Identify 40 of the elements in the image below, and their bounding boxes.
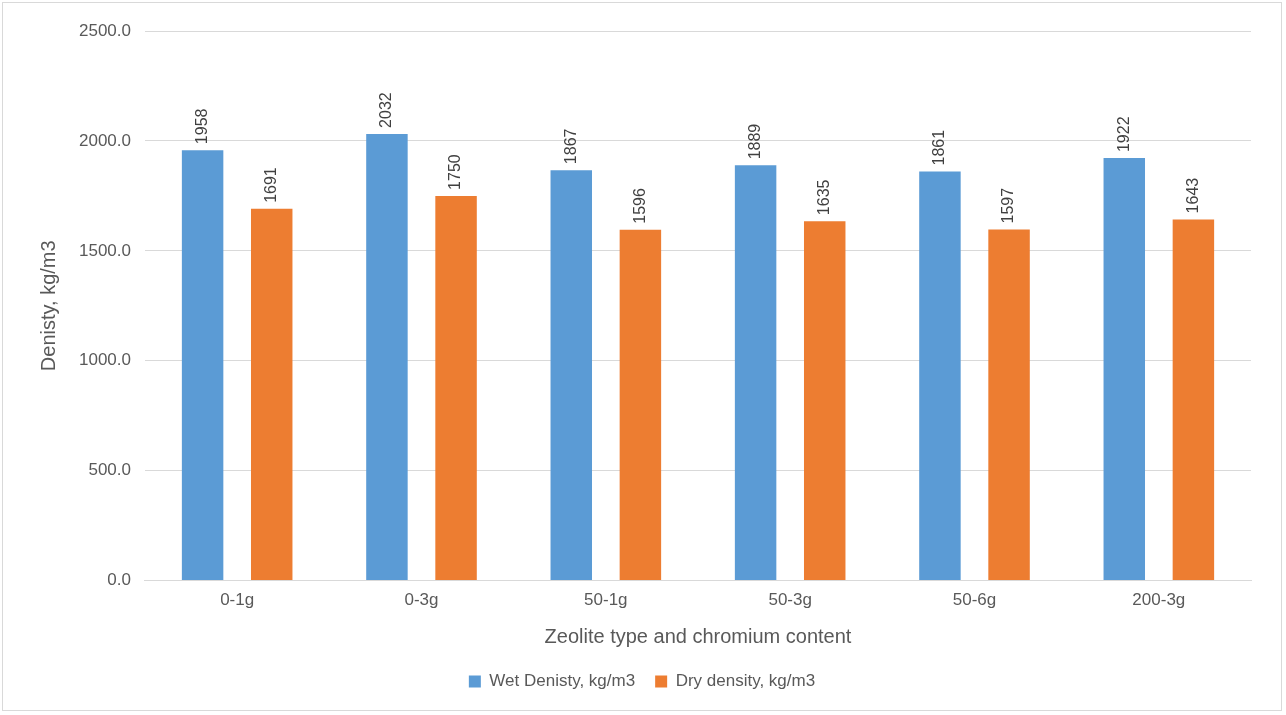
x-tick-label: 0-3g bbox=[404, 590, 439, 610]
x-tick-label: 0-1g bbox=[220, 590, 255, 610]
bar bbox=[181, 150, 224, 581]
legend-label: Wet Denisty, kg/m3 bbox=[489, 671, 636, 691]
y-tick-label: 1500.0 bbox=[79, 240, 131, 260]
data-label: 1597 bbox=[999, 187, 1017, 224]
bar bbox=[619, 229, 662, 581]
y-tick-label: 0.0 bbox=[107, 570, 131, 590]
bar bbox=[250, 208, 293, 581]
bar bbox=[1103, 158, 1146, 581]
bar bbox=[919, 171, 961, 581]
data-label: 1889 bbox=[746, 123, 764, 160]
bar bbox=[1172, 219, 1215, 581]
x-tick-label: 50-6g bbox=[952, 590, 997, 610]
data-label: 1922 bbox=[1114, 116, 1132, 153]
y-axis-title: Denisty, kg/m3 bbox=[36, 240, 59, 372]
x-tick-label: 50-1g bbox=[584, 590, 628, 610]
y-tick-label: 500.0 bbox=[88, 460, 131, 480]
x-axis-title: Zeolite type and chromium content bbox=[544, 624, 852, 647]
bar bbox=[435, 195, 477, 581]
legend-label: Dry density, kg/m3 bbox=[675, 671, 816, 691]
data-label: 2032 bbox=[377, 92, 395, 128]
data-label: 1596 bbox=[630, 188, 648, 224]
x-tick-label: 50-3g bbox=[768, 590, 812, 610]
data-label: 1635 bbox=[815, 179, 833, 216]
bar bbox=[803, 221, 846, 581]
x-tick-label: 200-3g bbox=[1132, 590, 1186, 610]
data-label: 1750 bbox=[446, 154, 464, 190]
data-label: 1643 bbox=[1183, 177, 1201, 214]
y-tick-label: 2000.0 bbox=[79, 130, 131, 150]
data-label: 1691 bbox=[262, 167, 280, 203]
bar bbox=[988, 229, 1030, 581]
bar bbox=[550, 170, 593, 581]
data-label: 1867 bbox=[561, 128, 579, 165]
y-tick-label: 1000.0 bbox=[79, 350, 131, 370]
bar bbox=[734, 165, 777, 581]
y-tick-label: 2500.0 bbox=[79, 20, 131, 40]
data-label: 1958 bbox=[193, 108, 211, 145]
data-label: 1861 bbox=[930, 129, 948, 166]
bar bbox=[366, 133, 408, 581]
